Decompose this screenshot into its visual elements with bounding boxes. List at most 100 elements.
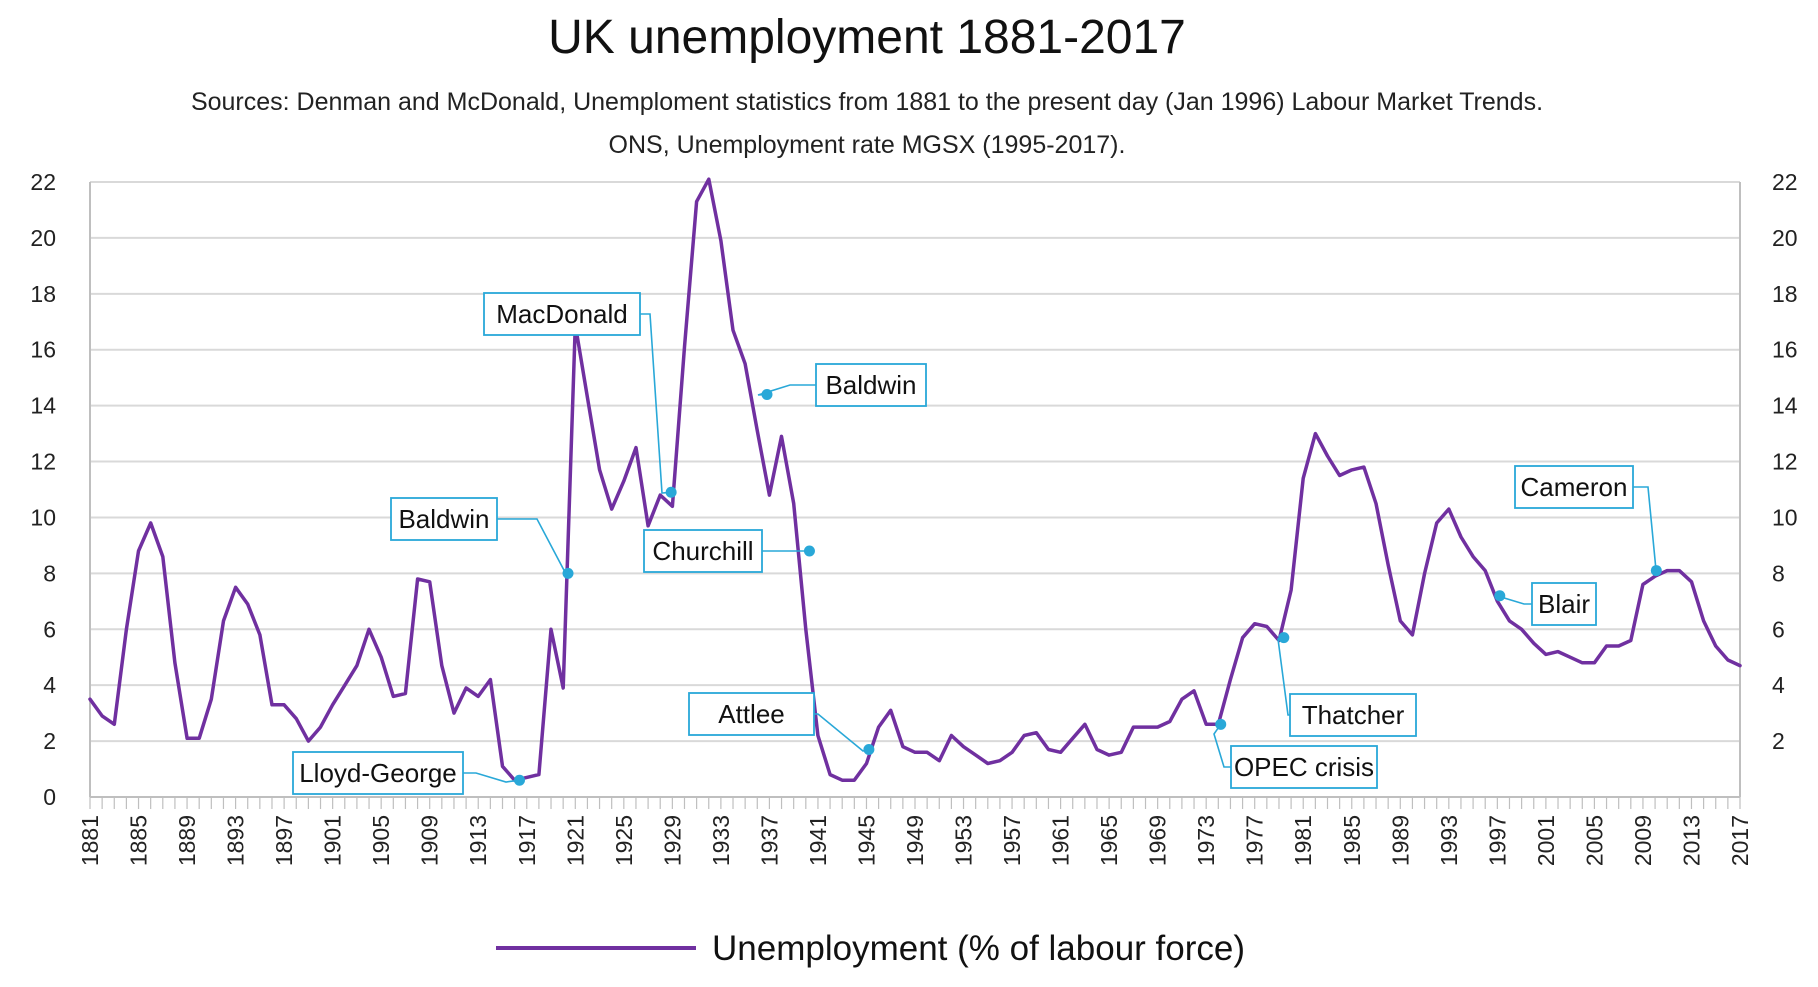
y-tick-label-left: 16 (30, 337, 56, 363)
y-tick-label-left: 20 (30, 225, 56, 251)
callout-box (1514, 465, 1634, 509)
y-tick-label-right: 20 (1772, 225, 1798, 251)
callout-label: MacDonald (496, 299, 628, 329)
y-tick-label-left: 22 (30, 169, 56, 195)
gridlines (90, 181, 1740, 743)
x-tick-label: 1885 (126, 815, 152, 866)
callout-label: Lloyd-George (299, 758, 457, 788)
callout-cameron: Cameron (1514, 465, 1662, 577)
callout-leader-line (1213, 723, 1231, 768)
y-tick-label-right: 14 (1772, 393, 1798, 419)
x-tick-label: 2009 (1630, 815, 1656, 866)
callout-label: OPEC crisis (1234, 752, 1374, 782)
y-tick-label-left: 6 (43, 616, 56, 642)
x-tick-label: 1941 (805, 815, 831, 866)
x-tick-label: 1953 (951, 815, 977, 866)
y-tick-label-left: 0 (43, 784, 56, 810)
x-tick-label: 1997 (1484, 815, 1510, 866)
x-tick-label: 1965 (1096, 815, 1122, 866)
callout-macdonald: MacDonald (483, 292, 677, 498)
callout-lloyd-george: Lloyd-George (292, 751, 525, 795)
x-tick-label: 1981 (1290, 815, 1316, 866)
x-tick-label: 1977 (1242, 815, 1268, 866)
callout-box (292, 751, 464, 795)
callout-box (390, 497, 498, 541)
axes: 0246810121416182022246810121416182022188… (30, 169, 1797, 866)
callout-thatcher: Thatcher (1277, 632, 1417, 737)
x-tick-label: 1989 (1387, 815, 1413, 866)
callout-label: Baldwin (825, 370, 916, 400)
callout-marker (1494, 590, 1506, 602)
x-tick-label: 1993 (1436, 815, 1462, 866)
y-tick-label-right: 18 (1772, 281, 1798, 307)
x-tick-label: 1889 (174, 815, 200, 866)
x-tick-label: 2005 (1581, 815, 1607, 866)
callout-baldwin: Baldwin (757, 363, 927, 407)
x-tick-label: 1921 (562, 815, 588, 866)
callout-marker (665, 486, 677, 498)
x-tick-label: 1893 (223, 815, 249, 866)
callout-attlee: Attlee (688, 692, 875, 755)
x-tick-label: 1957 (999, 815, 1025, 866)
x-tick-label: 1925 (611, 815, 637, 866)
y-tick-label-right: 22 (1772, 169, 1798, 195)
callout-box (1531, 582, 1597, 626)
x-tick-label: 1949 (902, 815, 928, 866)
x-tick-label: 1897 (271, 815, 297, 866)
callout-baldwin: Baldwin (390, 497, 574, 579)
callout-leader-line (497, 518, 569, 575)
callout-label: Baldwin (398, 504, 489, 534)
callout-leader-line (1277, 636, 1290, 716)
x-tick-label: 1905 (368, 815, 394, 866)
y-tick-label-left: 2 (43, 728, 56, 754)
y-tick-label-left: 14 (30, 393, 56, 419)
callout-label: Blair (1538, 589, 1590, 619)
y-tick-label-left: 4 (43, 672, 56, 698)
callout-box (1230, 745, 1378, 789)
legend-label: Unemployment (% of labour force) (712, 929, 1245, 968)
series-line-unemployment (88, 177, 1742, 782)
x-tick-label: 1913 (465, 815, 491, 866)
x-tick-label: 1961 (1048, 815, 1074, 866)
x-tick-label: 1985 (1339, 815, 1365, 866)
x-tick-label: 2001 (1533, 815, 1559, 866)
x-tick-label: 2013 (1678, 815, 1704, 866)
callout-marker (513, 774, 525, 786)
callout-box (1289, 693, 1417, 737)
y-tick-label-right: 4 (1772, 672, 1785, 698)
y-tick-label-right: 10 (1772, 504, 1798, 530)
x-tick-label: 1929 (659, 815, 685, 866)
callout-leader-line (463, 772, 520, 783)
callouts: MacDonald Baldwin Baldwin Churchill Lloyd-Ge… (292, 292, 1662, 795)
y-tick-label-left: 8 (43, 560, 56, 586)
series-layer (88, 177, 1742, 782)
x-tick-label: 1969 (1145, 815, 1171, 866)
chart-subtitle-sources: Sources: Denman and McDonald, Unemplomen… (190, 88, 1544, 116)
callout-leader-line (640, 313, 672, 494)
callout-marker (1650, 565, 1662, 577)
y-tick-label-right: 12 (1772, 449, 1798, 475)
callout-leader-line (1633, 486, 1658, 571)
callout-box (643, 529, 763, 573)
callout-marker (562, 567, 574, 579)
chart-subtitle-ons: ONS, Unemployment rate MGSX (1995-2017). (608, 131, 1126, 159)
x-tick-label: 2017 (1727, 815, 1753, 866)
callout-churchill: Churchill (643, 529, 815, 573)
x-tick-label: 1945 (853, 815, 879, 866)
callout-marker (1215, 718, 1227, 730)
callout-opec-crisis: OPEC crisis (1213, 718, 1378, 789)
x-tick-label: 1881 (77, 815, 103, 866)
callout-label: Attlee (718, 699, 785, 729)
callout-marker (761, 388, 773, 400)
callout-label: Thatcher (1302, 700, 1405, 730)
x-tick-label: 1909 (417, 815, 443, 866)
y-tick-label-left: 10 (30, 504, 56, 530)
y-tick-label-right: 16 (1772, 337, 1798, 363)
y-tick-label-right: 8 (1772, 560, 1785, 586)
callout-label: Churchill (652, 536, 753, 566)
x-tick-label: 1933 (708, 815, 734, 866)
chart-title: UK unemployment 1881-2017 (548, 11, 1186, 64)
callout-blair: Blair (1494, 582, 1597, 626)
x-tick-label: 1901 (320, 815, 346, 866)
